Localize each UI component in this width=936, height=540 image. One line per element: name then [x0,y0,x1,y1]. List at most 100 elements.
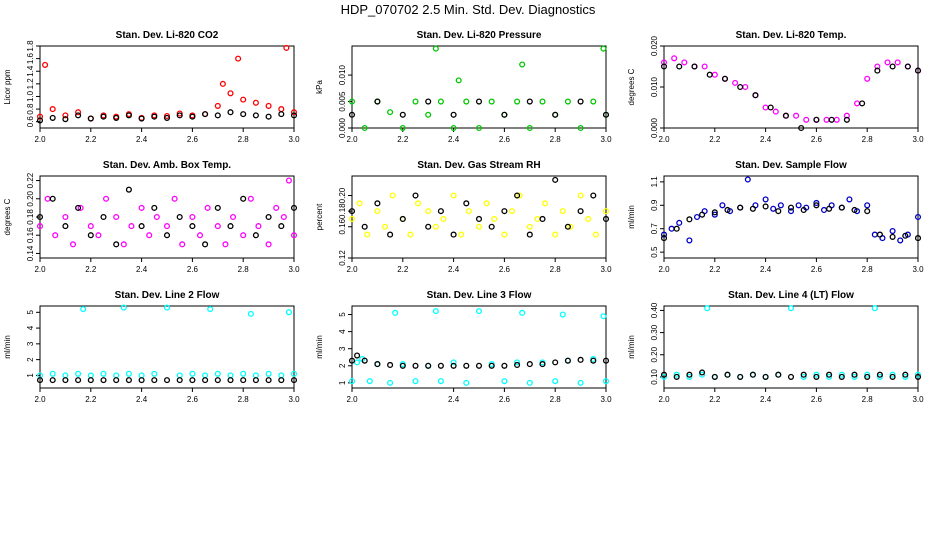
x-tick-label: 2.4 [136,265,148,274]
y-tick-label: 2 [26,357,35,362]
data-point [49,106,56,113]
data-point [889,233,896,240]
data-point [214,370,221,377]
data-point [252,377,259,384]
data-point [255,223,262,230]
data-point [204,204,211,211]
y-axis-label: degrees C [627,68,636,105]
x-tick-label: 2.0 [658,135,670,144]
data-point [838,204,845,211]
data-point [387,379,394,386]
data-point [864,371,871,378]
data-point [711,211,718,218]
data-point [820,206,828,214]
data-point [49,195,56,202]
data-point [681,59,688,66]
y-tick-label: 0.8 [26,103,35,115]
chart-title: Stan. Dev. Gas Stream RH [417,160,540,171]
data-point [902,373,909,380]
data-point [113,372,120,379]
data-point [62,116,69,123]
data-point [36,223,44,230]
x-tick-label: 2.8 [862,135,874,144]
data-point [590,192,597,199]
data-point [113,377,120,384]
data-point [552,378,559,385]
data-point [392,309,399,316]
data-point [252,112,259,119]
data-point [823,116,830,123]
data-point [699,371,706,378]
data-point [87,232,94,239]
data-point [163,112,171,120]
data-point [229,213,237,221]
data-point [95,232,102,239]
x-tick-label: 2.6 [499,135,511,144]
data-point [42,61,49,68]
data-point [526,231,533,238]
x-tick-label: 2.2 [397,135,409,144]
data-point [889,63,896,70]
data-point [676,63,683,70]
data-point [278,106,285,113]
data-point [577,208,584,215]
data-point [189,370,196,377]
data-point [475,308,483,315]
x-tick-label: 2.8 [550,135,562,144]
data-point [914,67,922,74]
data-point [196,232,204,239]
data-point [592,231,599,238]
data-point [876,373,883,380]
data-point [577,356,584,363]
data-point [552,176,559,183]
data-point [44,195,51,202]
y-tick-label: 0.20 [338,187,347,203]
data-point [75,370,82,377]
data-point [450,124,457,132]
data-point [356,200,363,207]
data-point [721,75,729,82]
data-point [202,241,209,248]
data-point [62,112,69,119]
data-point [49,370,56,377]
data-point [179,241,186,248]
data-point [100,370,107,377]
plot-frame [663,45,919,129]
y-tick-label: 0.12 [338,250,347,266]
data-point [214,102,221,109]
data-point [602,357,610,364]
data-point [475,362,483,369]
x-tick-label: 2.2 [85,135,97,144]
series-2 [36,377,298,384]
data-point [36,117,44,124]
data-point [691,63,698,70]
x-tick-label: 2.6 [811,135,823,144]
data-point [711,209,718,216]
y-tick-label: 0.40 [650,302,659,318]
data-point [77,204,84,211]
data-point [752,92,759,99]
data-point [214,204,221,211]
data-point [564,223,571,230]
y-tick-label: 0.16 [26,227,35,243]
data-point [163,377,171,384]
data-point [874,63,881,70]
y-tick-label: 4 [26,325,35,330]
x-tick-label: 2.8 [238,265,250,274]
data-point [240,195,247,202]
data-point [366,378,373,385]
data-point [724,371,731,378]
x-tick-label: 2.0 [658,265,670,274]
data-point [227,109,234,116]
data-point [62,372,69,379]
x-tick-label: 2.8 [238,395,250,404]
data-point [813,116,820,123]
x-tick-label: 2.2 [709,135,721,144]
y-axis-label: Licor ppm [3,69,12,104]
data-point [240,370,247,377]
data-point [290,109,298,116]
data-point [361,124,368,132]
x-tick-label: 2.2 [85,395,97,404]
series-1 [36,44,298,122]
